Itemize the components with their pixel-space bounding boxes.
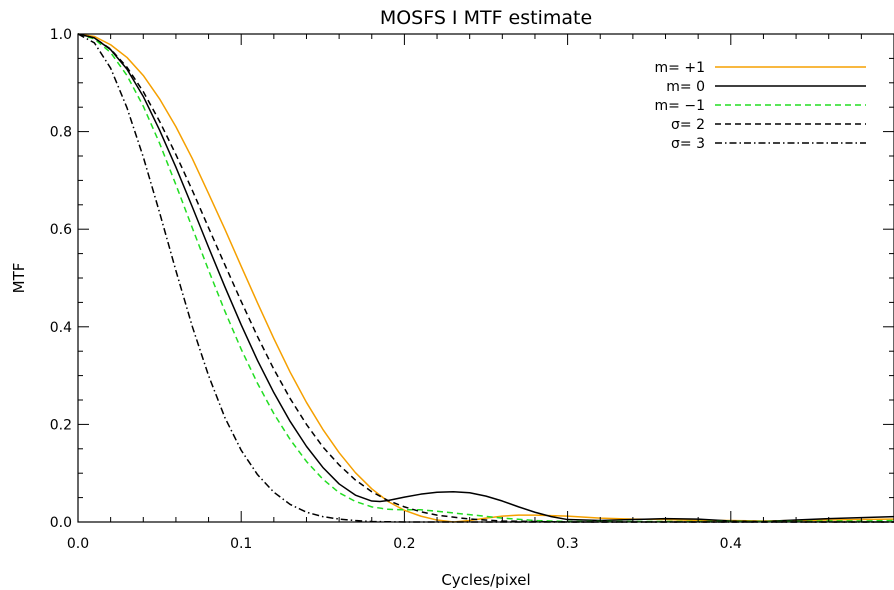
y-tick-label: 0.4 xyxy=(50,320,72,336)
y-tick-label: 0.8 xyxy=(50,125,72,141)
x-tick-label: 0.3 xyxy=(556,536,578,552)
x-tick-label: 0.4 xyxy=(720,536,742,552)
legend-label: σ= 3 xyxy=(671,136,705,152)
series-line-1 xyxy=(78,33,894,523)
legend-label: σ= 2 xyxy=(671,117,705,133)
series-line-5 xyxy=(78,33,894,523)
y-tick-label: 1.0 xyxy=(50,27,72,43)
x-tick-label: 0.1 xyxy=(230,536,252,552)
plot-lines xyxy=(78,33,894,523)
legend-label: m= 0 xyxy=(666,79,705,95)
legend: m= +1 m= 0 m= −1 σ= 2 σ= 3 xyxy=(655,60,866,152)
legend-label: m= +1 xyxy=(655,60,705,76)
x-axis-label: Cycles/pixel xyxy=(441,571,530,589)
plot-frame xyxy=(77,33,894,523)
x-tick-label: 0.2 xyxy=(393,536,415,552)
series-line-4 xyxy=(78,33,894,523)
y-tick-label: 0.2 xyxy=(50,417,72,433)
y-tick-label: 0.0 xyxy=(50,515,72,531)
series-line-3 xyxy=(78,33,894,523)
chart-title: MOSFS I MTF estimate xyxy=(380,7,592,29)
y-axis-label: MTF xyxy=(10,263,28,294)
y-tick-label: 0.6 xyxy=(50,222,72,238)
legend-label: m= −1 xyxy=(655,98,705,114)
x-tick-label: 0.0 xyxy=(67,536,89,552)
axes: 0.0 0.1 0.2 0.3 0.4 0.0 0.2 0.4 0.6 0.8 1.0 xyxy=(50,27,894,552)
series-line-2 xyxy=(78,33,894,523)
